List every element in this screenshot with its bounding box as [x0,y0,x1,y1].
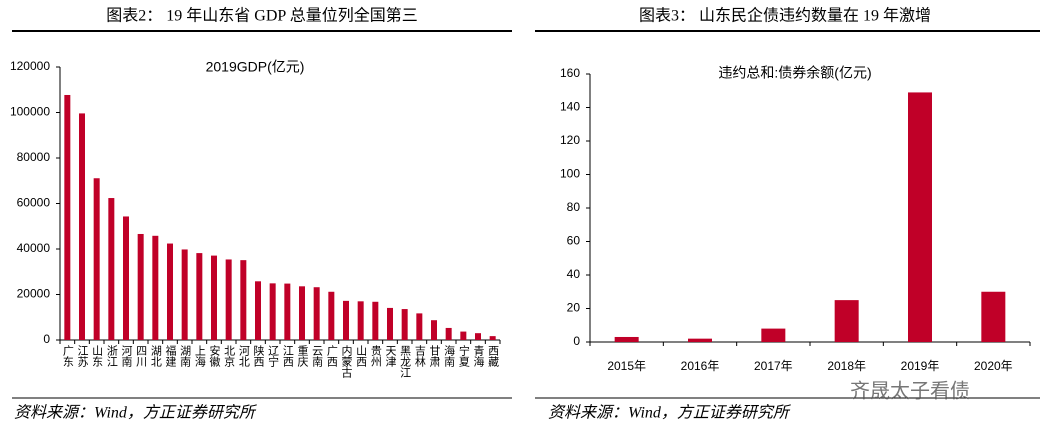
x-tick-label: 安徽 [208,344,221,368]
bar [255,281,261,340]
bar [137,233,144,340]
chart-title: 2019GDP(亿元) [206,59,305,75]
source: 资料来源：Wind，方正证券研究所 [548,404,792,422]
y-tick-label: 100 [560,167,580,181]
bar [834,300,859,342]
x-tick-label: 甘肃 [428,345,441,368]
x-tick-label: 重庆 [296,344,309,368]
y-tick-label: 0 [573,334,580,348]
x-tick-label: 云南 [311,345,324,367]
bar [196,253,203,340]
bar [688,338,712,342]
x-tick-label: 陕西 [252,344,265,367]
x-tick-label: 2017年 [754,359,793,373]
x-tick-label: 2018年 [827,359,866,373]
x-tick-label: 天津 [384,345,397,367]
bar [108,198,115,340]
caption: 图表3： 山东民企债违约数量在 19 年激增 [639,7,931,25]
bar [343,300,349,340]
y-tick-label: 20 [567,301,581,315]
bar [152,235,159,340]
bar [357,301,364,340]
y-tick-label: 140 [560,100,580,114]
x-tick-label: 北京 [223,345,236,368]
x-tick-label: 四川 [135,345,148,367]
bar [372,301,379,340]
bar [416,313,423,340]
source: 资料来源：Wind，方正证券研究所 [14,404,258,422]
bar [328,291,335,340]
x-tick-label: 内蒙古 [340,344,353,378]
y-tick-label: 100000 [10,105,50,119]
bar [313,287,320,340]
y-tick-label: 120000 [10,59,50,73]
x-tick-label: 福建 [164,344,177,368]
bar [211,255,217,340]
bar [387,307,393,340]
x-tick-label: 2019年 [901,359,940,373]
bar [269,283,276,340]
y-tick-label: 80000 [17,150,51,164]
y-tick-label: 60000 [17,196,51,210]
bar [475,333,481,340]
x-tick-label: 西藏 [487,345,500,368]
bar [908,92,932,342]
bar [489,336,496,340]
bar [123,216,129,340]
bar [460,331,467,340]
x-tick-label: 河北 [237,345,250,367]
chart-title: 违约总和:债券余额(亿元) [718,65,871,81]
x-tick-label: 吉林 [413,345,426,367]
y-tick-label: 0 [43,332,50,346]
x-tick-label: 山东 [91,345,104,367]
y-tick-label: 60 [567,234,581,248]
bar [445,327,452,340]
x-tick-label: 2020年 [974,359,1013,373]
x-tick-label: 湖北 [149,345,162,367]
bar [79,113,85,340]
y-tick-label: 160 [560,66,580,80]
bar [284,283,291,340]
bar [64,94,71,340]
bar [431,320,437,340]
bar [167,243,173,340]
x-tick-label: 2016年 [681,359,720,373]
bar [93,178,100,340]
x-tick-label: 广西 [325,345,338,367]
x-tick-label: 山西 [355,345,368,367]
y-tick-label: 20000 [17,287,51,301]
y-tick-label: 80 [567,200,581,214]
watermark: 齐晟太子看债 [850,379,970,402]
bar [225,259,232,340]
x-tick-label: 海南 [443,344,456,367]
bar [181,249,188,340]
x-tick-label: 贵州 [369,345,382,367]
x-tick-label: 2015年 [607,359,646,373]
y-tick-label: 40 [567,267,581,281]
x-tick-label: 湖南 [179,345,192,367]
x-tick-label: 浙江 [105,345,118,367]
x-tick-label: 青海 [472,345,485,368]
x-tick-label: 辽宁 [267,345,280,367]
x-tick-label: 河南 [120,345,133,367]
y-tick-label: 120 [560,133,580,147]
bar [401,309,408,340]
bar [299,286,305,340]
bar [240,260,247,340]
x-tick-label: 江西 [281,345,294,367]
y-tick-label: 40000 [17,241,51,255]
x-tick-label: 江苏 [76,345,89,368]
x-tick-label: 黑龙江 [399,345,412,378]
x-tick-label: 上海 [193,345,206,368]
x-tick-label: 广东 [61,345,74,367]
caption: 图表2： 19 年山东省 GDP 总量位列全国第三 [106,7,417,25]
bar [981,291,1006,342]
bar [761,328,786,342]
bar [614,336,639,342]
x-tick-label: 宁夏 [457,344,470,367]
